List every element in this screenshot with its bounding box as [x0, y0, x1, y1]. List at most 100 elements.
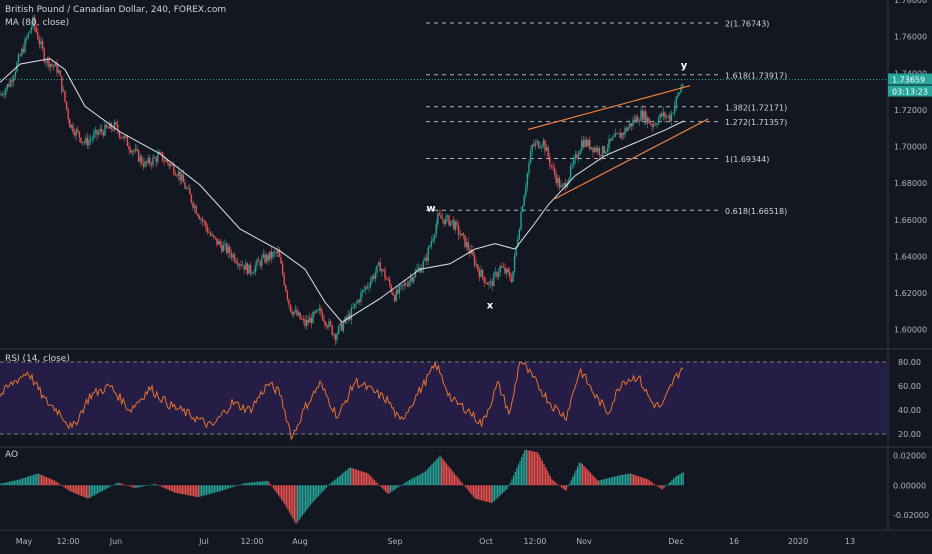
time-tick: Sep [387, 537, 402, 546]
candle-body [376, 265, 378, 273]
ao-bar [341, 473, 343, 486]
ao-bar [642, 477, 644, 486]
ao-bar [21, 478, 23, 486]
ao-bar [436, 458, 438, 486]
ao-bar [202, 485, 204, 496]
ao-bar [565, 485, 567, 491]
ao-bar [450, 469, 452, 486]
ao-bar [487, 485, 489, 503]
time-tick: 12:00 [56, 537, 79, 546]
ao-bar [89, 485, 91, 498]
ao-bar [109, 485, 111, 487]
candle-body [49, 63, 52, 68]
wedge-trendlines[interactable] [527, 85, 709, 200]
ao-bar [210, 485, 212, 494]
candle-body [633, 119, 636, 122]
ao-bar [282, 485, 284, 503]
candle-body [533, 144, 535, 146]
ao-bar [620, 475, 622, 486]
rsi-legend[interactable]: RSI (14, close) [5, 354, 70, 364]
ao-bar [551, 479, 553, 486]
candle-body [624, 128, 626, 135]
candle-body [214, 237, 217, 239]
ao-bar [370, 476, 372, 486]
candle-body [630, 123, 633, 126]
ao-bar [10, 481, 12, 486]
ao-bar [601, 479, 603, 486]
ao-bar [401, 485, 403, 486]
candle-body [153, 157, 156, 159]
ao-bar [461, 483, 463, 486]
ao-bar [157, 485, 159, 486]
candle-body [102, 131, 105, 136]
candle-body [441, 218, 444, 220]
candle-body [94, 129, 97, 134]
ao-bar [636, 475, 638, 486]
ao-bar [650, 481, 652, 486]
ao-tick: -0.02000 [893, 511, 929, 520]
ao-bar [581, 464, 583, 486]
ao-bar [301, 485, 303, 516]
ao-bar [25, 477, 27, 486]
ao-bar [201, 485, 203, 497]
candle-body [101, 129, 103, 132]
ao-bar [517, 464, 519, 486]
wave-label: x [487, 301, 494, 312]
ao-bar [594, 477, 596, 486]
ao-bar [60, 484, 62, 486]
ao-bar [657, 485, 659, 487]
ao-bar [397, 485, 399, 488]
wedge-line [554, 118, 709, 200]
ao-bar [545, 467, 547, 486]
candle-body [435, 224, 437, 235]
candle-body [264, 254, 266, 263]
ao-bar [425, 471, 427, 486]
candle-body [161, 152, 164, 161]
candle-body [448, 215, 450, 226]
symbol-title[interactable]: British Pound / Canadian Dollar, 240, FO… [5, 5, 227, 15]
candle-body [489, 281, 492, 283]
candle-body [677, 94, 679, 98]
candle-body [331, 325, 333, 335]
ao-bar [1, 483, 3, 486]
time-tick: 13 [845, 537, 855, 546]
fib-label: 1(1.69344) [725, 155, 769, 164]
candle-body [678, 92, 681, 95]
candle-body [549, 157, 551, 166]
candle-body [438, 213, 441, 215]
candle-body [609, 138, 612, 141]
candle-body [33, 16, 36, 27]
ao-bar [140, 485, 142, 487]
ao-bar [100, 485, 102, 492]
candle-body [361, 290, 364, 293]
ao-bar [428, 467, 430, 486]
ma-legend[interactable]: MA (80, close) [5, 18, 70, 28]
ao-bar [631, 474, 633, 486]
candle-body [387, 279, 389, 281]
candle-body [152, 157, 154, 166]
candle-body [494, 271, 497, 274]
ao-bar [653, 484, 655, 486]
candle-body [592, 147, 594, 153]
ao-bar [133, 485, 135, 489]
ao-bar [236, 485, 238, 486]
ao-bar [137, 485, 139, 488]
ao-bar [47, 477, 49, 486]
ao-bar [266, 480, 268, 486]
ao-bar [183, 485, 185, 495]
ao-bar [161, 485, 163, 487]
ao-bar [373, 480, 375, 486]
ao-bar [330, 482, 332, 486]
candle-body [275, 252, 277, 253]
ao-legend[interactable]: AO [5, 450, 19, 460]
ao-bar [553, 480, 555, 486]
candle-body [360, 292, 362, 302]
ao-bar [495, 485, 497, 500]
candle-body [193, 205, 196, 208]
candle-body [305, 320, 308, 326]
ao-bar [338, 476, 340, 486]
ao-bar [185, 485, 187, 495]
ao-bar [652, 482, 654, 486]
